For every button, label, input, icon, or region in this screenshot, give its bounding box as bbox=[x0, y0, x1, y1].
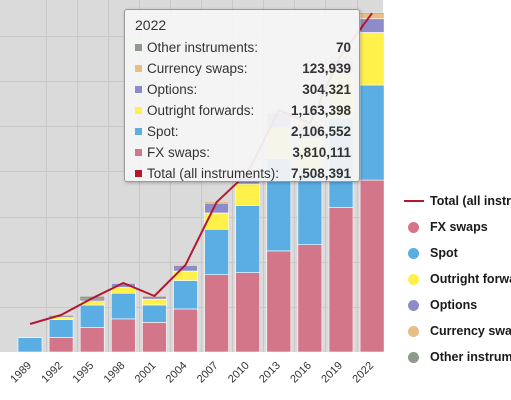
legend-item[interactable]: Options bbox=[404, 292, 511, 318]
series-swatch-icon bbox=[135, 107, 142, 114]
series-swatch-icon bbox=[135, 44, 142, 51]
bar-segment[interactable] bbox=[111, 292, 136, 320]
legend-label: Currency swaps bbox=[430, 324, 511, 338]
tooltip-row: Other instruments: 70 bbox=[135, 37, 351, 58]
tooltip-label: Total (all instruments): bbox=[147, 166, 280, 181]
series-swatch-icon bbox=[135, 128, 142, 135]
bar-segment[interactable] bbox=[359, 32, 385, 86]
bar-segment[interactable] bbox=[48, 319, 74, 338]
bar-segment[interactable] bbox=[235, 205, 260, 273]
bar-segment[interactable] bbox=[48, 337, 74, 353]
bar-segment[interactable] bbox=[80, 298, 105, 301]
series-swatch-icon bbox=[135, 170, 142, 177]
bar-segment[interactable] bbox=[297, 244, 323, 353]
bar-segment[interactable] bbox=[17, 337, 43, 353]
tooltip-title: 2022 bbox=[135, 17, 167, 33]
x-tick-label: 2013 bbox=[257, 360, 283, 386]
tooltip-row: Outright forwards: 1,163,398 bbox=[135, 100, 351, 121]
tooltip-value: 2,106,552 bbox=[290, 124, 351, 139]
bar-segment[interactable] bbox=[359, 84, 385, 181]
bar-segment[interactable] bbox=[328, 207, 354, 353]
bar-segment[interactable] bbox=[49, 315, 74, 317]
x-tick-label: 2004 bbox=[164, 360, 190, 386]
x-axis-ticks: 1989 1992 1995 1998 2001 2004 2007 2010 2013 2016… bbox=[8, 360, 376, 386]
legend-line-icon bbox=[404, 200, 424, 202]
bar-segment[interactable] bbox=[173, 280, 198, 310]
legend-label: Total (all instruments) bbox=[430, 194, 511, 208]
legend-dot-icon bbox=[408, 273, 419, 285]
tooltip-row: FX swaps: 3,810,111 bbox=[135, 142, 351, 163]
bar-segment[interactable] bbox=[142, 304, 167, 323]
legend-label: Other instruments bbox=[430, 350, 511, 364]
tooltip-label: Outright forwards: bbox=[147, 103, 255, 118]
tooltip-row: Total (all instruments): 7,508,391 bbox=[135, 163, 351, 184]
series-swatch-icon bbox=[135, 65, 142, 72]
x-tick-label: 1998 bbox=[102, 360, 128, 386]
x-tick-label: 2022 bbox=[350, 360, 376, 386]
tooltip-label: Options: bbox=[147, 82, 198, 97]
legend-label: FX swaps bbox=[430, 220, 488, 234]
legend-dot-icon bbox=[408, 221, 419, 233]
bar-segment[interactable] bbox=[266, 250, 292, 353]
bar-segment[interactable] bbox=[142, 322, 167, 353]
x-tick-label: 2007 bbox=[195, 360, 221, 386]
x-tick-label: 2001 bbox=[133, 360, 159, 386]
series-swatch-icon bbox=[135, 86, 142, 93]
x-tick-label: 1989 bbox=[8, 360, 34, 386]
bar-segment[interactable] bbox=[79, 327, 105, 353]
tooltip-value: 123,939 bbox=[302, 61, 351, 76]
bar-segment[interactable] bbox=[204, 228, 229, 275]
bar-segment[interactable] bbox=[142, 298, 167, 306]
tooltip-label: Spot: bbox=[147, 124, 179, 139]
legend-label: Spot bbox=[430, 246, 458, 260]
x-tick-label: 2019 bbox=[319, 360, 345, 386]
tooltip-value: 3,810,111 bbox=[292, 145, 351, 160]
bar-segment[interactable] bbox=[359, 179, 385, 353]
legend-item[interactable]: Spot bbox=[404, 240, 511, 266]
bar-segment[interactable] bbox=[235, 272, 260, 353]
legend-dot-icon bbox=[408, 247, 419, 259]
bar-segment[interactable] bbox=[235, 183, 260, 206]
bar-segment[interactable] bbox=[79, 304, 105, 328]
legend-item[interactable]: Other instruments bbox=[404, 344, 511, 370]
tooltip-row: Options: 304,321 bbox=[135, 79, 351, 100]
legend: Total (all instruments) FX swaps Spot Outri… bbox=[404, 188, 511, 370]
bar-segment[interactable] bbox=[173, 265, 198, 272]
bar-segment[interactable] bbox=[111, 287, 136, 294]
legend-dot-icon bbox=[408, 351, 419, 363]
tooltip-label: FX swaps: bbox=[147, 145, 211, 160]
legend-item[interactable]: Outright forwards bbox=[404, 266, 511, 292]
bar-segment[interactable] bbox=[204, 203, 229, 214]
tooltip-row: Spot: 2,106,552 bbox=[135, 121, 351, 142]
tooltip-row: Currency swaps: 123,939 bbox=[135, 58, 351, 79]
tooltip: 2022 Other instruments: 70 Currency swaps:… bbox=[124, 9, 360, 182]
x-tick-label: 2010 bbox=[226, 360, 252, 386]
tooltip-value: 304,321 bbox=[302, 82, 351, 97]
series-swatch-icon bbox=[135, 149, 142, 156]
legend-item[interactable]: Currency swaps bbox=[404, 318, 511, 344]
legend-item[interactable]: FX swaps bbox=[404, 214, 511, 240]
tooltip-value: 7,508,391 bbox=[290, 166, 351, 181]
legend-label: Options bbox=[430, 298, 478, 312]
tooltip-value: 1,163,398 bbox=[290, 103, 351, 118]
x-tick-label: 1992 bbox=[39, 360, 65, 386]
bar-segment[interactable] bbox=[297, 169, 323, 245]
tooltip-label: Currency swaps: bbox=[147, 61, 248, 76]
tooltip-label: Other instruments: bbox=[147, 40, 259, 55]
bar-segment[interactable] bbox=[111, 318, 136, 353]
x-tick-label: 1995 bbox=[71, 360, 97, 386]
legend-label: Outright forwards bbox=[430, 272, 511, 286]
x-tick-label: 2016 bbox=[288, 360, 314, 386]
legend-item[interactable]: Total (all instruments) bbox=[404, 188, 511, 214]
tooltip-value: 70 bbox=[335, 40, 351, 55]
bar-segment[interactable] bbox=[173, 308, 198, 353]
legend-dot-icon bbox=[408, 299, 419, 311]
legend-dot-icon bbox=[408, 325, 419, 337]
tooltip-rows: Other instruments: 70 Currency swaps: 123,9… bbox=[135, 37, 351, 184]
bar-segment[interactable] bbox=[204, 274, 229, 353]
